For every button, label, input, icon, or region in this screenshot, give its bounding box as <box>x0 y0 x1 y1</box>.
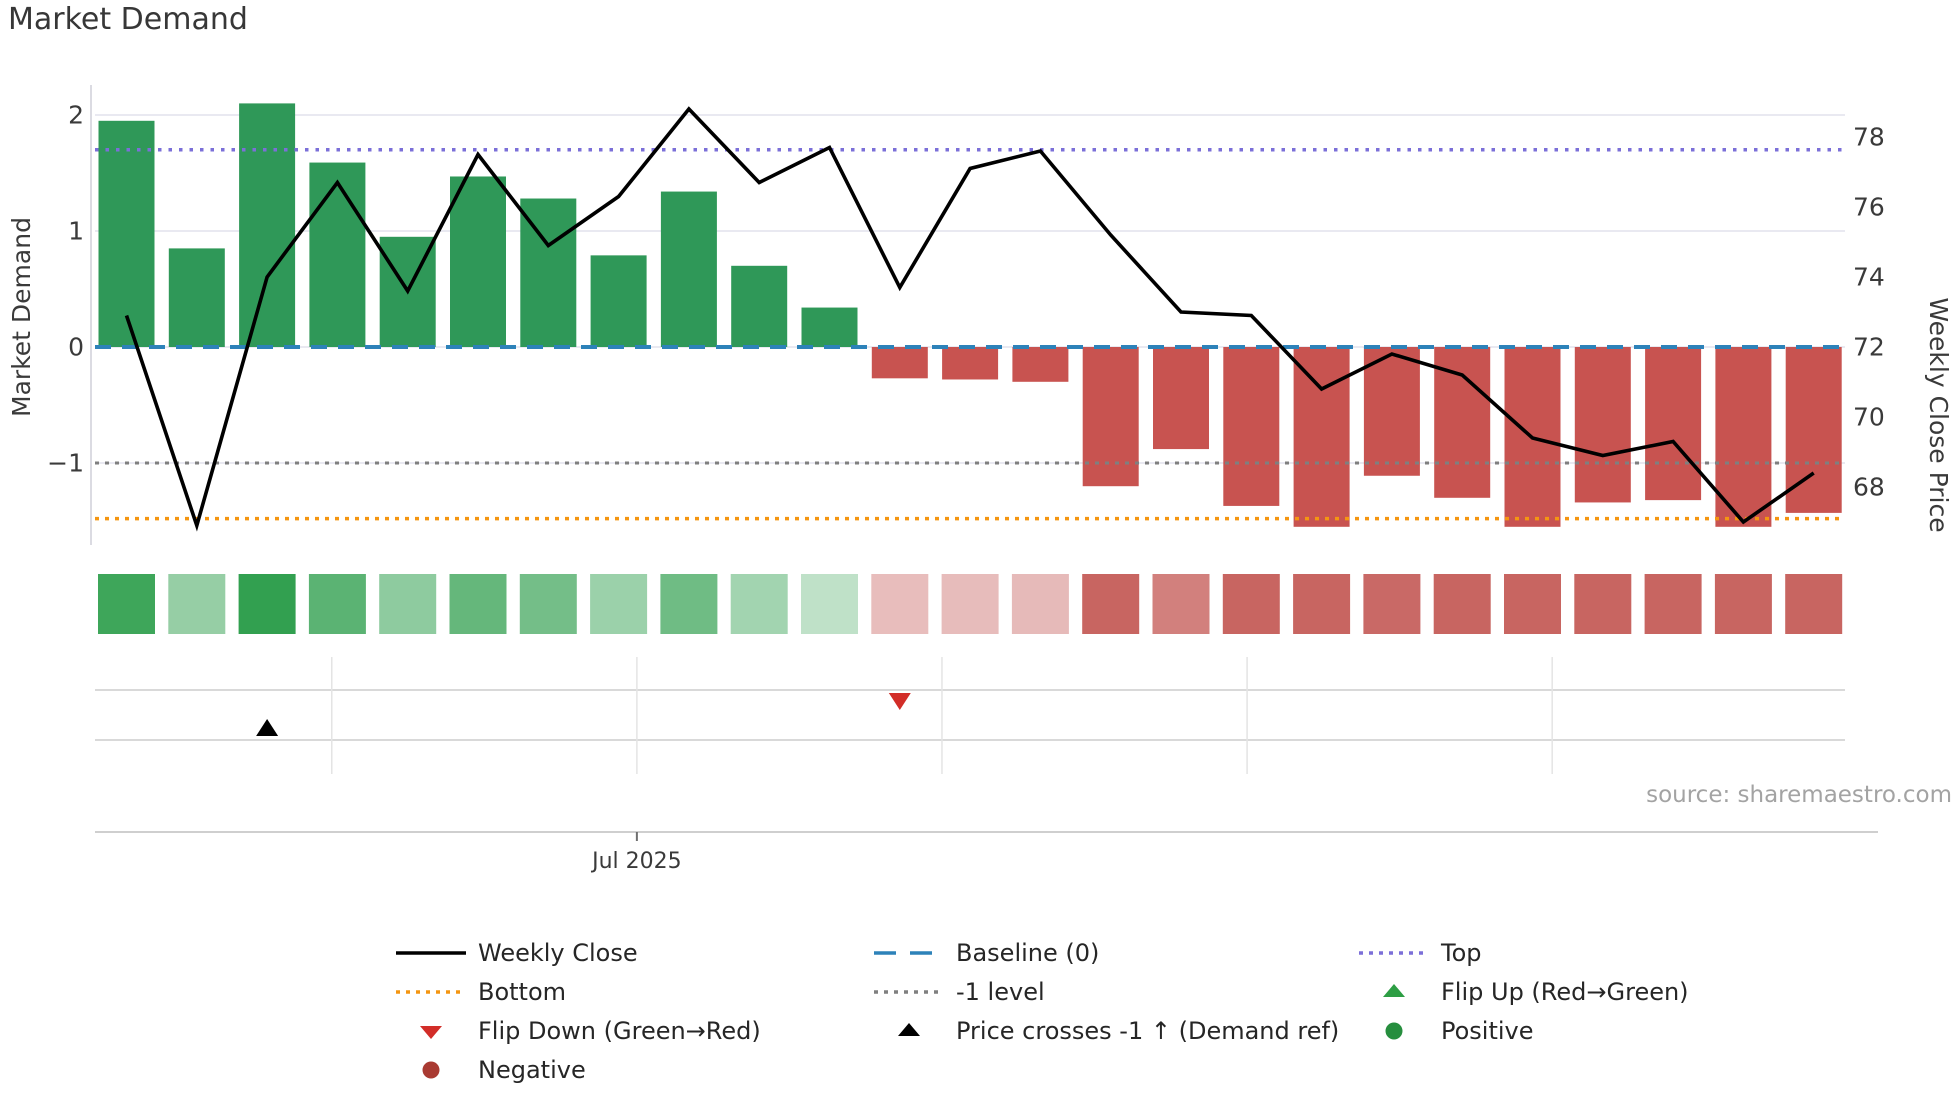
heatmap-cell-week-6 <box>449 574 507 634</box>
demand-bar-week-17 <box>1223 347 1280 506</box>
demand-bar-week-23 <box>1645 347 1702 501</box>
heatmap-cell-week-20 <box>1433 574 1491 634</box>
left-tick-label: 0 <box>68 333 84 362</box>
demand-bar-week-14 <box>1012 347 1069 382</box>
demand-bar-week-24 <box>1715 347 1772 527</box>
heatmap-cell-week-3 <box>238 574 296 634</box>
left-tick-label: −1 <box>47 449 84 478</box>
demand-bar-week-20 <box>1434 347 1491 498</box>
demand-bar-week-16 <box>1153 347 1209 450</box>
price-cross-marker <box>256 719 279 736</box>
right-tick-label: 76 <box>1853 193 1885 222</box>
demand-bar-week-2 <box>168 248 225 347</box>
heatmap-cell-week-17 <box>1222 574 1280 634</box>
demand-bar-week-22 <box>1574 347 1631 503</box>
heatmap-cell-week-8 <box>590 574 648 634</box>
heatmap-cell-week-1 <box>98 574 155 634</box>
heatmap-cell-week-14 <box>1011 574 1069 634</box>
right-tick-label: 70 <box>1853 403 1885 432</box>
demand-bar-week-15 <box>1082 347 1139 487</box>
heatmap-cell-week-18 <box>1293 574 1351 634</box>
heatmap-cell-week-21 <box>1504 574 1561 634</box>
chart-title: Market Demand <box>8 2 248 37</box>
right-tick-label: 72 <box>1853 333 1885 362</box>
demand-bar-week-10 <box>731 265 788 347</box>
right-axis-title: Weekly Close Price <box>1924 297 1953 532</box>
demand-bar-week-11 <box>801 307 858 347</box>
demand-bar-week-18 <box>1293 347 1350 527</box>
heatmap-cell-week-15 <box>1082 574 1140 634</box>
demand-bar-week-1 <box>98 120 155 347</box>
heatmap-cell-week-25 <box>1785 574 1843 634</box>
heatmap-cell-week-12 <box>871 574 929 634</box>
right-tick-label: 78 <box>1853 123 1885 152</box>
heatmap-cell-week-24 <box>1714 574 1772 634</box>
right-tick-label: 74 <box>1853 263 1885 292</box>
heatmap-cell-week-23 <box>1644 574 1702 634</box>
demand-bar-week-4 <box>309 162 366 347</box>
heatmap-cell-week-19 <box>1363 574 1421 634</box>
flip-down-marker <box>888 693 911 710</box>
heatmap-cell-week-10 <box>730 574 788 634</box>
demand-bar-week-12 <box>871 347 928 379</box>
heatmap-cell-week-13 <box>941 574 999 634</box>
heatmap-cell-week-11 <box>801 574 858 634</box>
heatmap-cell-week-9 <box>660 574 718 634</box>
demand-bar-week-13 <box>942 347 999 380</box>
demand-bar-week-3 <box>239 103 296 348</box>
left-axis-title: Market Demand <box>7 217 36 417</box>
heatmap-cell-week-22 <box>1574 574 1632 634</box>
left-tick-label: 1 <box>68 217 84 246</box>
right-tick-label: 68 <box>1853 473 1885 502</box>
demand-bar-week-8 <box>590 255 647 347</box>
heatmap-cell-week-2 <box>168 574 226 634</box>
demand-bar-week-6 <box>450 176 506 347</box>
demand-bar-week-19 <box>1363 347 1420 476</box>
heatmap-cell-week-4 <box>308 574 366 634</box>
left-tick-label: 2 <box>68 101 84 130</box>
heatmap-cell-week-5 <box>379 574 437 634</box>
heatmap-cell-week-7 <box>519 574 577 634</box>
heatmap-cell-week-16 <box>1152 574 1210 634</box>
weekly-close-line <box>124 106 1815 532</box>
demand-bar-week-9 <box>660 191 717 347</box>
source-annotation: source: sharemaestro.com <box>1646 782 1952 808</box>
x-tick-label: Jul 2025 <box>590 849 682 874</box>
